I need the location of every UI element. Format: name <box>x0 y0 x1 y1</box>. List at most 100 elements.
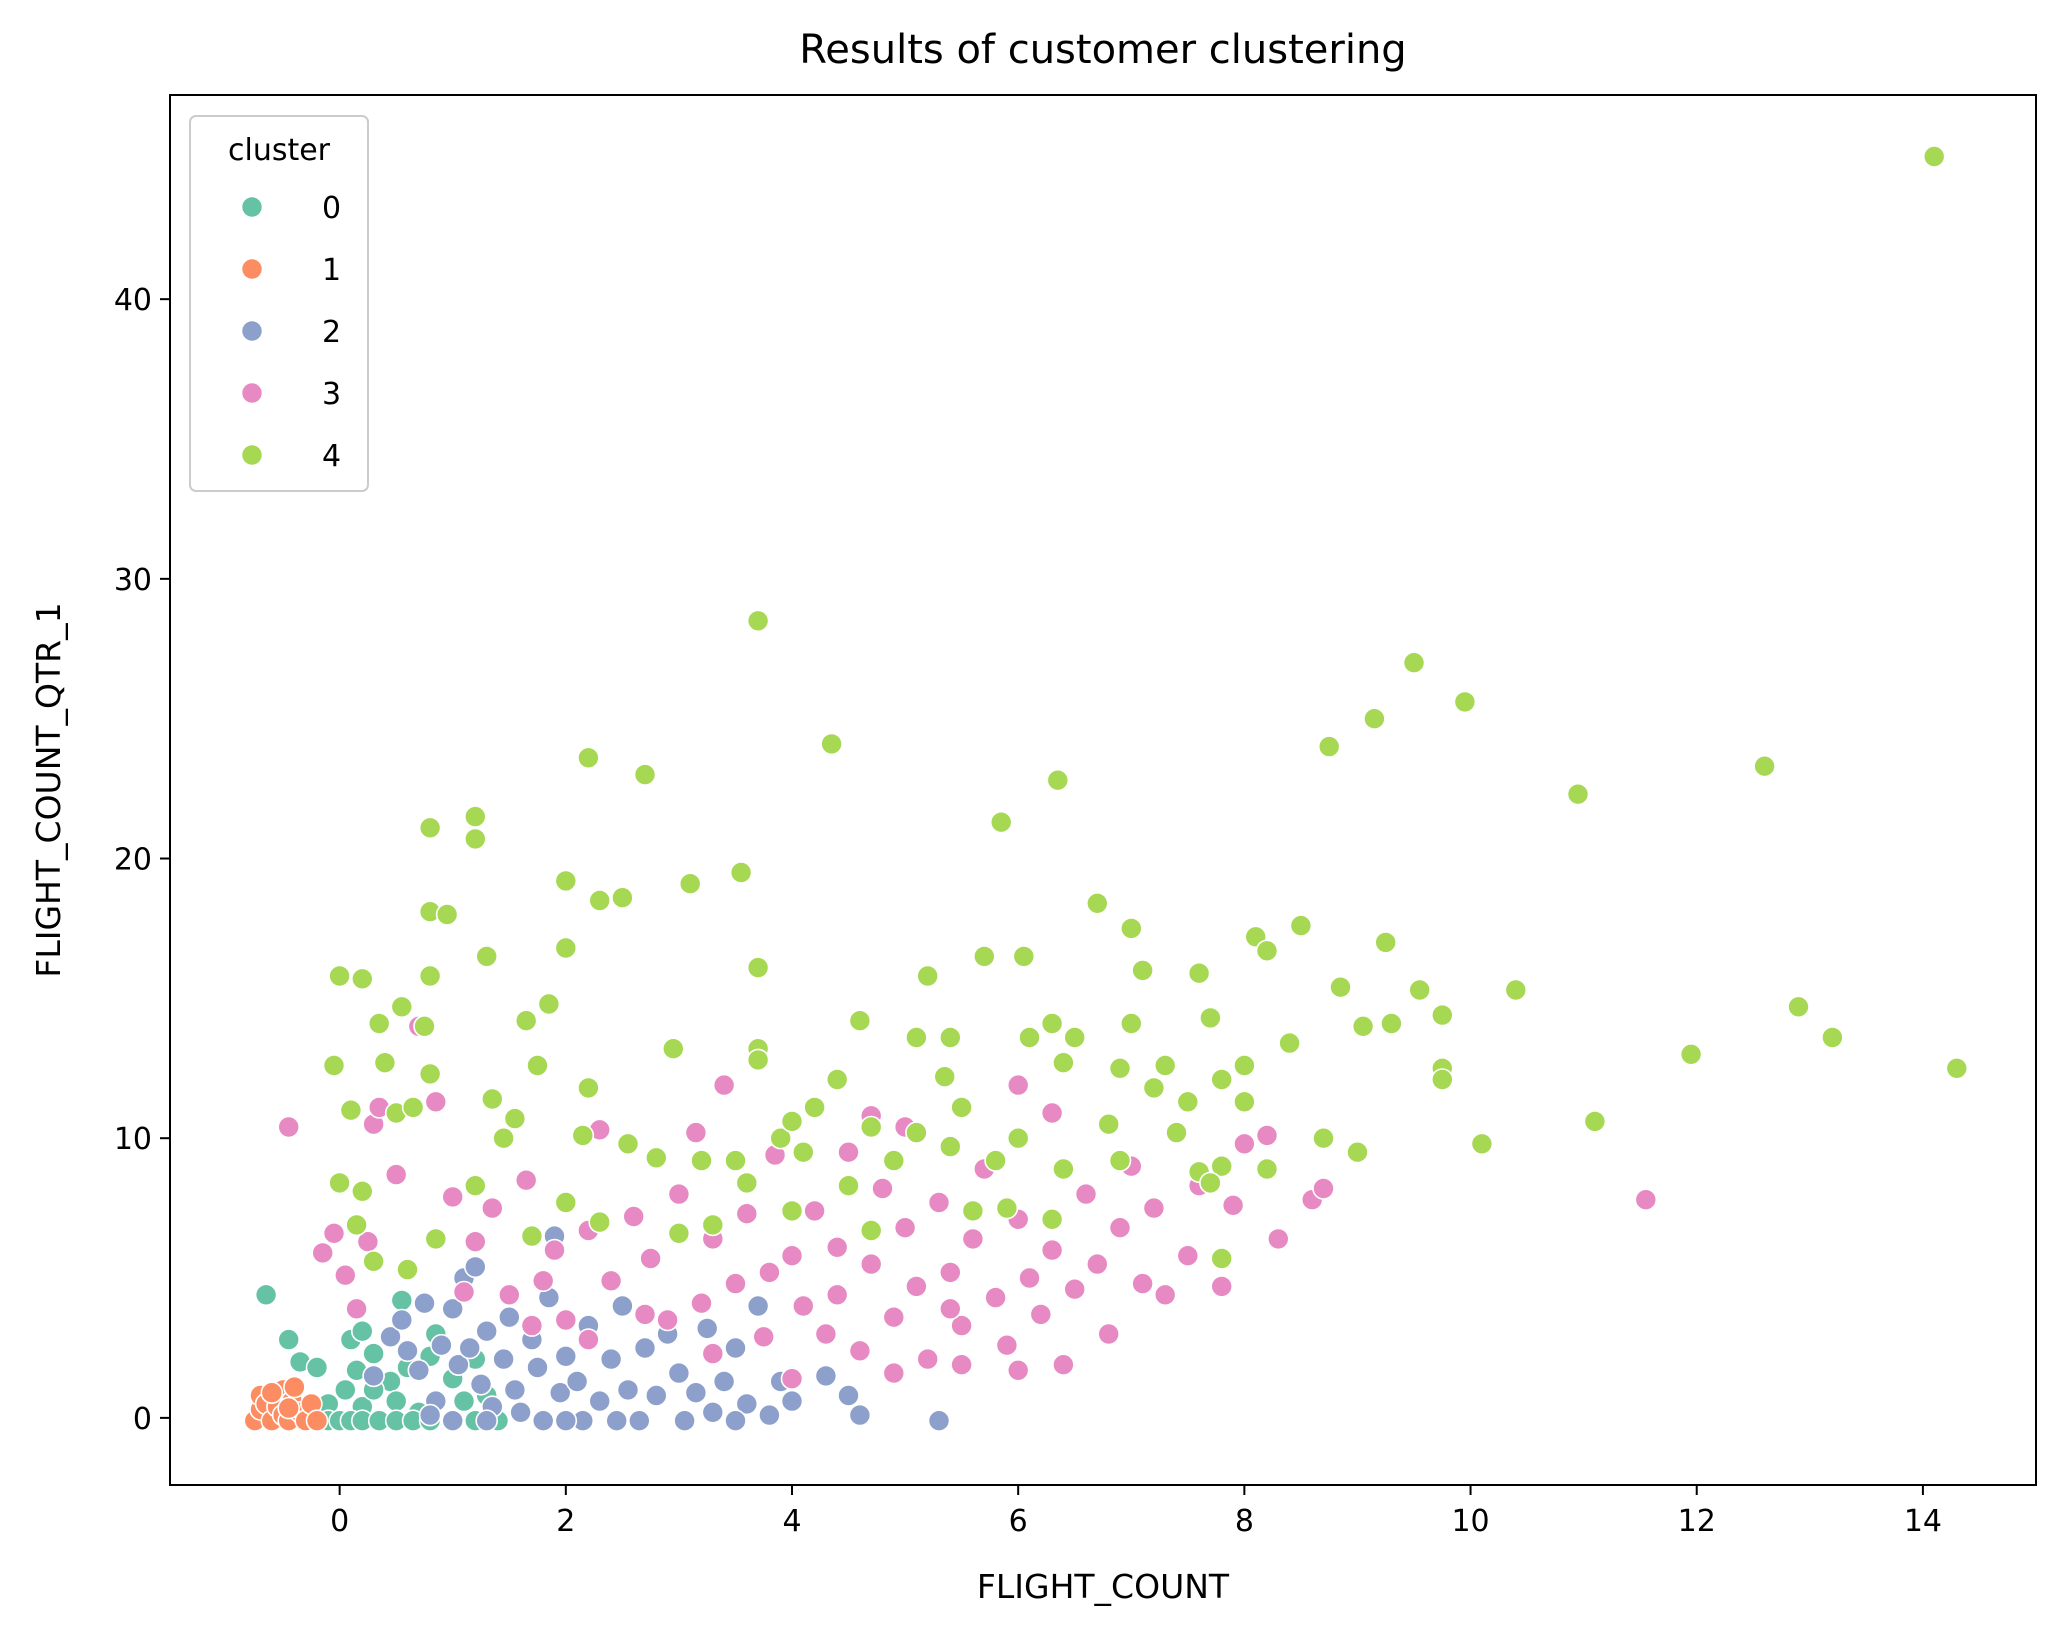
data-point-cluster-2 <box>814 1364 838 1388</box>
data-point-cluster-3 <box>1063 1277 1086 1301</box>
data-point-cluster-4 <box>435 903 459 926</box>
data-point-cluster-4 <box>1753 754 1776 778</box>
data-point-cluster-4 <box>1199 1006 1222 1030</box>
data-point-cluster-4 <box>475 945 499 968</box>
data-point-cluster-3 <box>803 1199 826 1223</box>
data-point-cluster-3 <box>684 1121 708 1144</box>
legend-label-4: 4 <box>322 439 341 474</box>
data-point-cluster-4 <box>1470 1132 1494 1156</box>
data-point-cluster-4 <box>1165 1121 1188 1144</box>
data-point-cluster-4 <box>1199 1171 1222 1195</box>
data-point-cluster-2 <box>837 1384 860 1407</box>
data-point-cluster-4 <box>1153 1054 1177 1077</box>
data-point-cluster-3 <box>780 1367 804 1390</box>
data-point-cluster-4 <box>837 1174 860 1197</box>
data-point-cluster-3 <box>1006 1359 1030 1382</box>
data-point-cluster-3 <box>690 1291 713 1315</box>
data-point-cluster-2 <box>475 1409 499 1432</box>
data-point-cluster-4 <box>514 1009 538 1033</box>
data-point-cluster-4 <box>537 992 561 1016</box>
data-point-cluster-4 <box>690 1149 713 1172</box>
data-point-cluster-3 <box>1108 1216 1132 1239</box>
data-point-cluster-4 <box>328 964 351 988</box>
data-point-cluster-4 <box>984 1149 1007 1172</box>
data-point-cluster-4 <box>1108 1057 1132 1080</box>
data-point-cluster-0 <box>390 1289 414 1312</box>
data-point-cluster-3 <box>1074 1182 1098 1206</box>
data-point-cluster-4 <box>780 1110 804 1133</box>
data-point-cluster-4 <box>401 1096 425 1119</box>
data-point-cluster-3 <box>961 1227 985 1251</box>
x-tick-label: 0 <box>330 1504 349 1539</box>
data-point-cluster-4 <box>418 816 442 840</box>
data-point-cluster-3 <box>1267 1227 1290 1251</box>
data-point-cluster-2 <box>712 1370 736 1393</box>
data-point-cluster-4 <box>882 1149 906 1172</box>
data-point-cluster-4 <box>1945 1057 1969 1080</box>
data-point-cluster-4 <box>1363 707 1386 731</box>
data-point-cluster-3 <box>1018 1266 1041 1290</box>
data-point-cluster-4 <box>1329 975 1352 999</box>
data-point-cluster-4 <box>1120 1012 1143 1035</box>
data-point-cluster-4 <box>746 609 770 633</box>
data-point-cluster-2 <box>475 1319 499 1343</box>
data-point-cluster-4 <box>859 1219 883 1242</box>
legend-label-1: 1 <box>322 253 341 288</box>
data-point-cluster-3 <box>938 1297 962 1321</box>
data-point-cluster-1 <box>305 1409 329 1432</box>
data-point-cluster-4 <box>1583 1110 1607 1133</box>
data-point-cluster-4 <box>667 1222 691 1245</box>
data-point-cluster-4 <box>611 886 634 910</box>
data-point-cluster-3 <box>995 1333 1019 1357</box>
data-point-cluster-1 <box>260 1381 284 1404</box>
data-point-cluster-3 <box>1006 1073 1030 1097</box>
data-point-cluster-4 <box>1040 1012 1064 1035</box>
data-point-cluster-2 <box>441 1409 465 1432</box>
data-point-cluster-4 <box>373 1051 397 1074</box>
data-point-cluster-3 <box>1176 1244 1200 1267</box>
data-point-cluster-4 <box>1052 1051 1075 1074</box>
data-point-cluster-4 <box>1317 735 1341 758</box>
data-point-cluster-4 <box>961 1199 985 1223</box>
data-point-cluster-4 <box>905 1026 928 1049</box>
data-point-cluster-2 <box>644 1384 668 1407</box>
data-point-cluster-4 <box>1233 1090 1256 1114</box>
data-point-cluster-2 <box>627 1409 651 1432</box>
data-point-cluster-2 <box>673 1409 696 1432</box>
data-point-cluster-4 <box>1787 995 1810 1019</box>
data-point-cluster-4 <box>1012 945 1036 968</box>
x-tick-label: 8 <box>1235 1504 1254 1539</box>
data-point-cluster-3 <box>882 1305 906 1329</box>
data-point-cluster-3 <box>859 1252 883 1276</box>
data-point-cluster-4 <box>905 1121 928 1144</box>
data-point-cluster-3 <box>1312 1177 1335 1200</box>
data-point-cluster-2 <box>396 1339 419 1363</box>
data-point-cluster-3 <box>848 1339 872 1363</box>
data-point-cluster-1 <box>283 1375 306 1399</box>
data-point-cluster-4 <box>1566 782 1590 806</box>
data-point-cluster-3 <box>1210 1275 1233 1298</box>
data-point-cluster-3 <box>384 1163 408 1186</box>
data-point-cluster-4 <box>859 1115 883 1139</box>
data-point-cluster-2 <box>526 1356 549 1379</box>
data-point-cluster-2 <box>379 1325 402 1349</box>
data-point-cluster-4 <box>1233 1054 1256 1077</box>
data-point-cluster-4 <box>1821 1026 1844 1049</box>
data-point-cluster-4 <box>362 1250 385 1273</box>
data-point-cluster-4 <box>1120 917 1143 940</box>
data-point-cluster-3 <box>814 1322 838 1346</box>
legend[interactable]: cluster 0 1 2 3 4 <box>189 115 369 492</box>
data-point-cluster-4 <box>995 1196 1019 1220</box>
data-point-cluster-4 <box>526 1054 549 1077</box>
data-point-cluster-3 <box>322 1222 346 1245</box>
data-point-cluster-2 <box>605 1409 629 1432</box>
data-point-cluster-3 <box>701 1342 725 1365</box>
data-point-cluster-4 <box>424 1227 448 1251</box>
data-point-cluster-4 <box>1046 768 1070 792</box>
data-point-cluster-2 <box>695 1317 719 1340</box>
data-point-cluster-3 <box>463 1230 487 1253</box>
data-point-cluster-3 <box>452 1280 476 1304</box>
data-point-cluster-4 <box>554 869 578 893</box>
data-point-cluster-3 <box>497 1283 521 1307</box>
